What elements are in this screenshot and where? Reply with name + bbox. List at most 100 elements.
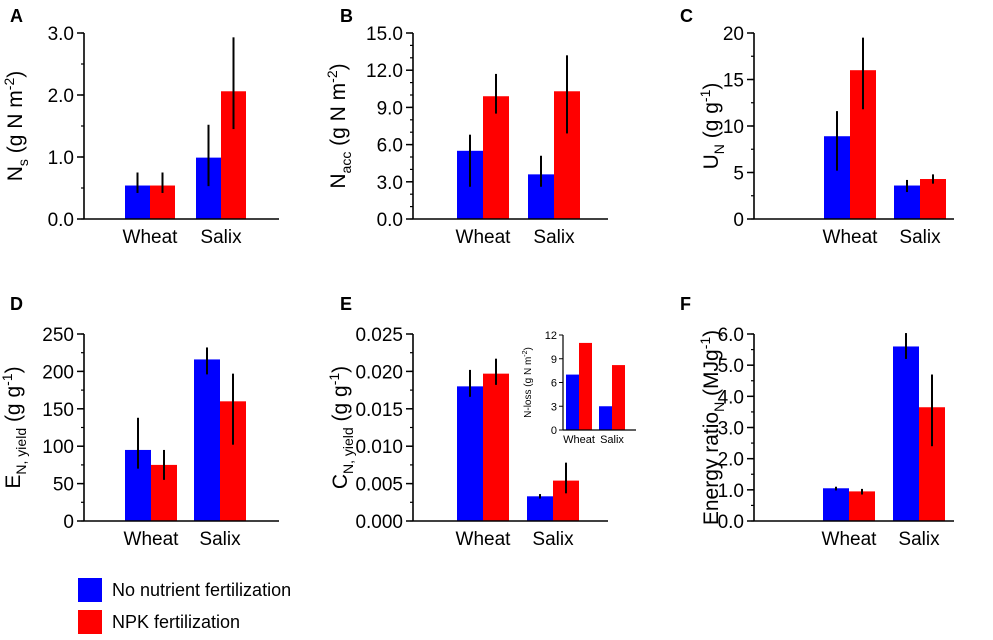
y-axis-title: Energy ratioN (MJg-1) xyxy=(697,330,727,525)
panel-letter: A xyxy=(10,6,23,26)
tick-label: 9.0 xyxy=(377,98,403,119)
tick-label: 200 xyxy=(42,362,74,383)
panel-letter: F xyxy=(680,294,691,314)
legend-item-npk: NPK fertilization xyxy=(78,608,291,636)
y-axis-title-part: U xyxy=(700,154,723,169)
tick-label: 0.0 xyxy=(718,512,744,533)
y-axis-title-part: (g g xyxy=(329,385,352,427)
legend-swatch-blue xyxy=(78,578,102,602)
inset-tick-label: 0 xyxy=(551,425,557,437)
y-axis-title-part: (g g xyxy=(700,102,723,144)
inset-chart: 0 3 6 9 12 N-loss (g N m-2) Wheat Salix xyxy=(522,330,636,446)
panel-letter: C xyxy=(680,6,693,26)
y-axis-title-part: -1 xyxy=(697,89,713,102)
y-axis-title-part: C xyxy=(329,474,352,489)
tick-label: 1.0 xyxy=(718,481,744,502)
tick-label: 0.0 xyxy=(48,210,74,231)
legend-item-no-fertilization: No nutrient fertilization xyxy=(78,576,291,604)
y-axis-title-part: -2 xyxy=(1,78,17,91)
y-axis-title-part: (g N m xyxy=(4,90,27,159)
category-label-wheat: Wheat xyxy=(823,227,879,248)
tick-label: 4.0 xyxy=(718,387,744,408)
tick-label: 0.025 xyxy=(355,325,403,346)
inset-tick-label: 9 xyxy=(551,354,557,366)
panel-f: F 0.0 1.0 2.0 3.0 4.0 5.0 6.0 Wheat Salix Energy r… xyxy=(680,294,954,550)
tick-label: 0 xyxy=(63,512,74,533)
category-label-wheat: Wheat xyxy=(123,227,179,248)
inset-bar-npk-fertilization-salix xyxy=(612,365,625,430)
panel-letter: D xyxy=(10,294,23,314)
panel-d: D 0 50 100 150 200 250 Wheat Salix EN, yield (g g… xyxy=(0,294,279,550)
inset-y-axis-title: N-loss (g N m-2) xyxy=(522,347,534,418)
panel-letter: B xyxy=(340,6,353,26)
y-axis-title-part: ) xyxy=(329,366,352,373)
inset-y-axis-title-part: -2 xyxy=(522,350,529,356)
tick-label: 6.0 xyxy=(377,136,403,157)
y-axis-title-part: ) xyxy=(4,71,27,78)
inset-tick-label: 12 xyxy=(545,330,557,342)
tick-label: 0.015 xyxy=(355,400,403,421)
inset-bar-no-nutrient-fertilization-salix xyxy=(599,406,612,430)
tick-label: 0.005 xyxy=(355,475,403,496)
y-axis-title-part: N xyxy=(4,166,27,181)
tick-label: 150 xyxy=(42,400,74,421)
tick-label: 12.0 xyxy=(366,61,403,82)
tick-label: 15 xyxy=(723,71,744,92)
y-axis-title: Ns (g N m-2) xyxy=(1,71,31,181)
panel-letter: E xyxy=(340,294,352,314)
tick-label: 2.0 xyxy=(48,86,74,107)
bar-no-nutrient-fertilization-wheat xyxy=(823,488,849,521)
panel-a: A 0.0 1.0 2.0 3.0 Wheat Salix Ns (g N m-2) xyxy=(1,6,279,248)
legend: No nutrient fertilization NPK fertilizat… xyxy=(78,576,291,640)
inset-bar-npk-fertilization-wheat xyxy=(579,342,592,430)
inset-tick-label: 3 xyxy=(551,401,557,413)
tick-label: 5 xyxy=(733,164,744,185)
legend-label-npk: NPK fertilization xyxy=(112,611,241,632)
inset-category-label-wheat: Wheat xyxy=(563,434,595,446)
y-axis-title: CN, yield (g g-1) xyxy=(326,366,356,489)
category-label-salix: Salix xyxy=(200,227,242,248)
y-axis-title-part: (MJg xyxy=(700,349,723,402)
y-axis-title: EN, yield (g g-1) xyxy=(0,366,29,488)
bar-npk-fertilization-wheat xyxy=(849,491,875,521)
inset-tick-label: 6 xyxy=(551,378,557,390)
tick-label: 20 xyxy=(723,24,744,45)
bar-npk-fertilization-salix xyxy=(920,179,946,219)
tick-label: 10 xyxy=(723,117,744,138)
tick-label: 15.0 xyxy=(366,24,403,45)
tick-label: 0 xyxy=(733,210,744,231)
y-axis-title-part: ) xyxy=(700,330,723,337)
y-axis-title: Nacc (g N m-2) xyxy=(324,63,354,188)
tick-label: 2.0 xyxy=(718,450,744,471)
panel-b: B 0.0 3.0 6.0 9.0 12.0 15.0 Wheat Salix Nacc (g N… xyxy=(324,6,608,248)
y-axis-title: UN (g g-1) xyxy=(697,83,727,170)
y-axis-title-part: N xyxy=(327,173,350,188)
inset-y-axis-title-part: N-loss (g N m xyxy=(523,357,534,418)
tick-label: 50 xyxy=(53,475,74,496)
category-label-wheat: Wheat xyxy=(124,529,180,550)
legend-label-no-fertilization: No nutrient fertilization xyxy=(112,579,292,600)
y-axis-title-part: E xyxy=(2,475,25,489)
y-axis-title-part: ) xyxy=(327,63,350,70)
tick-label: 0.010 xyxy=(355,437,403,458)
tick-label: 3.0 xyxy=(377,173,403,194)
tick-label: 6.0 xyxy=(718,325,744,346)
inset-y-axis-title-part: ) xyxy=(523,347,534,350)
category-label-salix: Salix xyxy=(533,227,575,248)
inset-category-label-salix: Salix xyxy=(600,434,624,446)
category-label-salix: Salix xyxy=(532,529,574,550)
bar-no-nutrient-fertilization-wheat xyxy=(457,386,483,521)
tick-label: 3.0 xyxy=(48,24,74,45)
panel-e: E 0.000 0.005 0.010 0.015 0.020 0.025 Wheat Sali… xyxy=(326,294,636,550)
y-axis-title-part: N, yield xyxy=(340,427,356,474)
y-axis-title-part: -1 xyxy=(697,337,713,350)
category-label-salix: Salix xyxy=(199,529,241,550)
y-axis-title-part: (g N m xyxy=(327,83,350,152)
panel-c: C 0 5 10 15 20 Wheat Salix UN (g g-1) xyxy=(680,6,954,248)
category-label-wheat: Wheat xyxy=(456,227,512,248)
tick-label: 3.0 xyxy=(718,419,744,440)
bar-no-nutrient-fertilization-salix xyxy=(194,359,220,521)
tick-label: 100 xyxy=(42,437,74,458)
bar-no-nutrient-fertilization-salix xyxy=(527,496,553,521)
